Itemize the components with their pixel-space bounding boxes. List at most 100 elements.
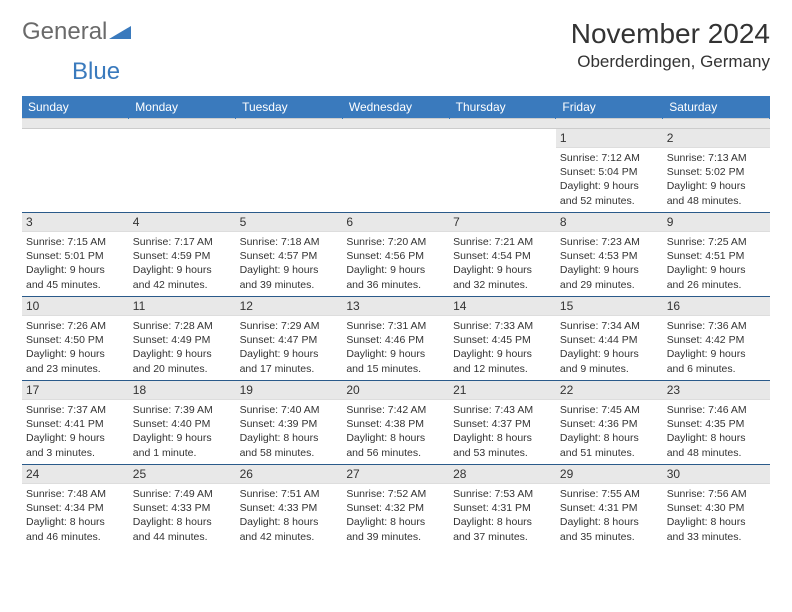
day-details: Sunrise: 7:40 AMSunset: 4:39 PMDaylight:…	[236, 400, 343, 464]
day-cell: 22Sunrise: 7:45 AMSunset: 4:36 PMDayligh…	[556, 381, 663, 465]
day-number: 5	[236, 213, 343, 232]
day-number: 23	[663, 381, 770, 400]
day-cell: 10Sunrise: 7:26 AMSunset: 4:50 PMDayligh…	[22, 297, 129, 381]
day-number: 7	[449, 213, 556, 232]
day-number: 8	[556, 213, 663, 232]
day-number: 18	[129, 381, 236, 400]
page-title: November 2024	[571, 18, 770, 50]
day-number: 2	[663, 129, 770, 148]
day-details: Sunrise: 7:31 AMSunset: 4:46 PMDaylight:…	[342, 316, 449, 380]
day-details: Sunrise: 7:51 AMSunset: 4:33 PMDaylight:…	[236, 484, 343, 548]
day-header-wednesday: Wednesday	[342, 96, 449, 119]
day-details: Sunrise: 7:56 AMSunset: 4:30 PMDaylight:…	[663, 484, 770, 548]
day-header-sunday: Sunday	[22, 96, 129, 119]
day-cell: 11Sunrise: 7:28 AMSunset: 4:49 PMDayligh…	[129, 297, 236, 381]
day-details: Sunrise: 7:33 AMSunset: 4:45 PMDaylight:…	[449, 316, 556, 380]
day-details: Sunrise: 7:46 AMSunset: 4:35 PMDaylight:…	[663, 400, 770, 464]
day-cell: 13Sunrise: 7:31 AMSunset: 4:46 PMDayligh…	[342, 297, 449, 381]
day-details: Sunrise: 7:29 AMSunset: 4:47 PMDaylight:…	[236, 316, 343, 380]
day-cell: 20Sunrise: 7:42 AMSunset: 4:38 PMDayligh…	[342, 381, 449, 465]
day-cell: 29Sunrise: 7:55 AMSunset: 4:31 PMDayligh…	[556, 465, 663, 549]
logo-triangle-icon	[109, 23, 131, 41]
day-details: Sunrise: 7:12 AMSunset: 5:04 PMDaylight:…	[556, 148, 663, 212]
day-cell	[342, 129, 449, 213]
day-cell	[449, 129, 556, 213]
day-cell: 8Sunrise: 7:23 AMSunset: 4:53 PMDaylight…	[556, 213, 663, 297]
day-header-thursday: Thursday	[449, 96, 556, 119]
day-header-friday: Friday	[556, 96, 663, 119]
day-details: Sunrise: 7:36 AMSunset: 4:42 PMDaylight:…	[663, 316, 770, 380]
day-details: Sunrise: 7:15 AMSunset: 5:01 PMDaylight:…	[22, 232, 129, 296]
week-row: 24Sunrise: 7:48 AMSunset: 4:34 PMDayligh…	[22, 465, 770, 549]
day-cell: 18Sunrise: 7:39 AMSunset: 4:40 PMDayligh…	[129, 381, 236, 465]
day-number: 16	[663, 297, 770, 316]
day-number: 11	[129, 297, 236, 316]
day-cell: 5Sunrise: 7:18 AMSunset: 4:57 PMDaylight…	[236, 213, 343, 297]
day-number: 9	[663, 213, 770, 232]
day-details: Sunrise: 7:26 AMSunset: 4:50 PMDaylight:…	[22, 316, 129, 380]
day-details: Sunrise: 7:23 AMSunset: 4:53 PMDaylight:…	[556, 232, 663, 296]
day-number: 6	[342, 213, 449, 232]
day-cell: 12Sunrise: 7:29 AMSunset: 4:47 PMDayligh…	[236, 297, 343, 381]
day-details: Sunrise: 7:53 AMSunset: 4:31 PMDaylight:…	[449, 484, 556, 548]
day-cell: 28Sunrise: 7:53 AMSunset: 4:31 PMDayligh…	[449, 465, 556, 549]
day-cell: 16Sunrise: 7:36 AMSunset: 4:42 PMDayligh…	[663, 297, 770, 381]
day-details: Sunrise: 7:48 AMSunset: 4:34 PMDaylight:…	[22, 484, 129, 548]
day-number: 30	[663, 465, 770, 484]
day-number: 22	[556, 381, 663, 400]
day-cell	[22, 129, 129, 213]
logo-text-general: General	[22, 18, 107, 46]
day-cell: 19Sunrise: 7:40 AMSunset: 4:39 PMDayligh…	[236, 381, 343, 465]
day-number: 29	[556, 465, 663, 484]
day-number: 27	[342, 465, 449, 484]
day-cell: 6Sunrise: 7:20 AMSunset: 4:56 PMDaylight…	[342, 213, 449, 297]
day-cell: 2Sunrise: 7:13 AMSunset: 5:02 PMDaylight…	[663, 129, 770, 213]
title-block: November 2024 Oberderdingen, Germany	[571, 18, 770, 72]
day-number: 13	[342, 297, 449, 316]
day-number: 1	[556, 129, 663, 148]
calendar-table: SundayMondayTuesdayWednesdayThursdayFrid…	[22, 96, 770, 549]
day-header-saturday: Saturday	[663, 96, 770, 119]
day-details: Sunrise: 7:28 AMSunset: 4:49 PMDaylight:…	[129, 316, 236, 380]
day-cell: 14Sunrise: 7:33 AMSunset: 4:45 PMDayligh…	[449, 297, 556, 381]
day-details: Sunrise: 7:25 AMSunset: 4:51 PMDaylight:…	[663, 232, 770, 296]
day-details: Sunrise: 7:17 AMSunset: 4:59 PMDaylight:…	[129, 232, 236, 296]
day-number: 4	[129, 213, 236, 232]
day-details: Sunrise: 7:18 AMSunset: 4:57 PMDaylight:…	[236, 232, 343, 296]
day-details: Sunrise: 7:43 AMSunset: 4:37 PMDaylight:…	[449, 400, 556, 464]
day-header-monday: Monday	[129, 96, 236, 119]
day-cell: 17Sunrise: 7:37 AMSunset: 4:41 PMDayligh…	[22, 381, 129, 465]
day-number: 20	[342, 381, 449, 400]
day-number: 15	[556, 297, 663, 316]
day-cell: 26Sunrise: 7:51 AMSunset: 4:33 PMDayligh…	[236, 465, 343, 549]
location-label: Oberderdingen, Germany	[571, 52, 770, 72]
logo-text-blue: Blue	[72, 58, 120, 85]
spacer-row	[22, 119, 770, 129]
day-number: 25	[129, 465, 236, 484]
day-cell	[236, 129, 343, 213]
day-cell: 7Sunrise: 7:21 AMSunset: 4:54 PMDaylight…	[449, 213, 556, 297]
day-number: 24	[22, 465, 129, 484]
day-cell: 24Sunrise: 7:48 AMSunset: 4:34 PMDayligh…	[22, 465, 129, 549]
week-row: 1Sunrise: 7:12 AMSunset: 5:04 PMDaylight…	[22, 129, 770, 213]
day-details: Sunrise: 7:55 AMSunset: 4:31 PMDaylight:…	[556, 484, 663, 548]
day-number: 26	[236, 465, 343, 484]
day-number: 17	[22, 381, 129, 400]
day-details: Sunrise: 7:52 AMSunset: 4:32 PMDaylight:…	[342, 484, 449, 548]
day-details: Sunrise: 7:49 AMSunset: 4:33 PMDaylight:…	[129, 484, 236, 548]
logo: General	[22, 18, 133, 46]
day-number: 14	[449, 297, 556, 316]
day-cell: 1Sunrise: 7:12 AMSunset: 5:04 PMDaylight…	[556, 129, 663, 213]
day-cell: 3Sunrise: 7:15 AMSunset: 5:01 PMDaylight…	[22, 213, 129, 297]
day-header-tuesday: Tuesday	[236, 96, 343, 119]
day-details: Sunrise: 7:42 AMSunset: 4:38 PMDaylight:…	[342, 400, 449, 464]
week-row: 17Sunrise: 7:37 AMSunset: 4:41 PMDayligh…	[22, 381, 770, 465]
day-cell: 9Sunrise: 7:25 AMSunset: 4:51 PMDaylight…	[663, 213, 770, 297]
day-header-row: SundayMondayTuesdayWednesdayThursdayFrid…	[22, 96, 770, 119]
day-details: Sunrise: 7:37 AMSunset: 4:41 PMDaylight:…	[22, 400, 129, 464]
day-details: Sunrise: 7:21 AMSunset: 4:54 PMDaylight:…	[449, 232, 556, 296]
day-cell: 4Sunrise: 7:17 AMSunset: 4:59 PMDaylight…	[129, 213, 236, 297]
day-number: 19	[236, 381, 343, 400]
day-cell: 30Sunrise: 7:56 AMSunset: 4:30 PMDayligh…	[663, 465, 770, 549]
day-number: 10	[22, 297, 129, 316]
